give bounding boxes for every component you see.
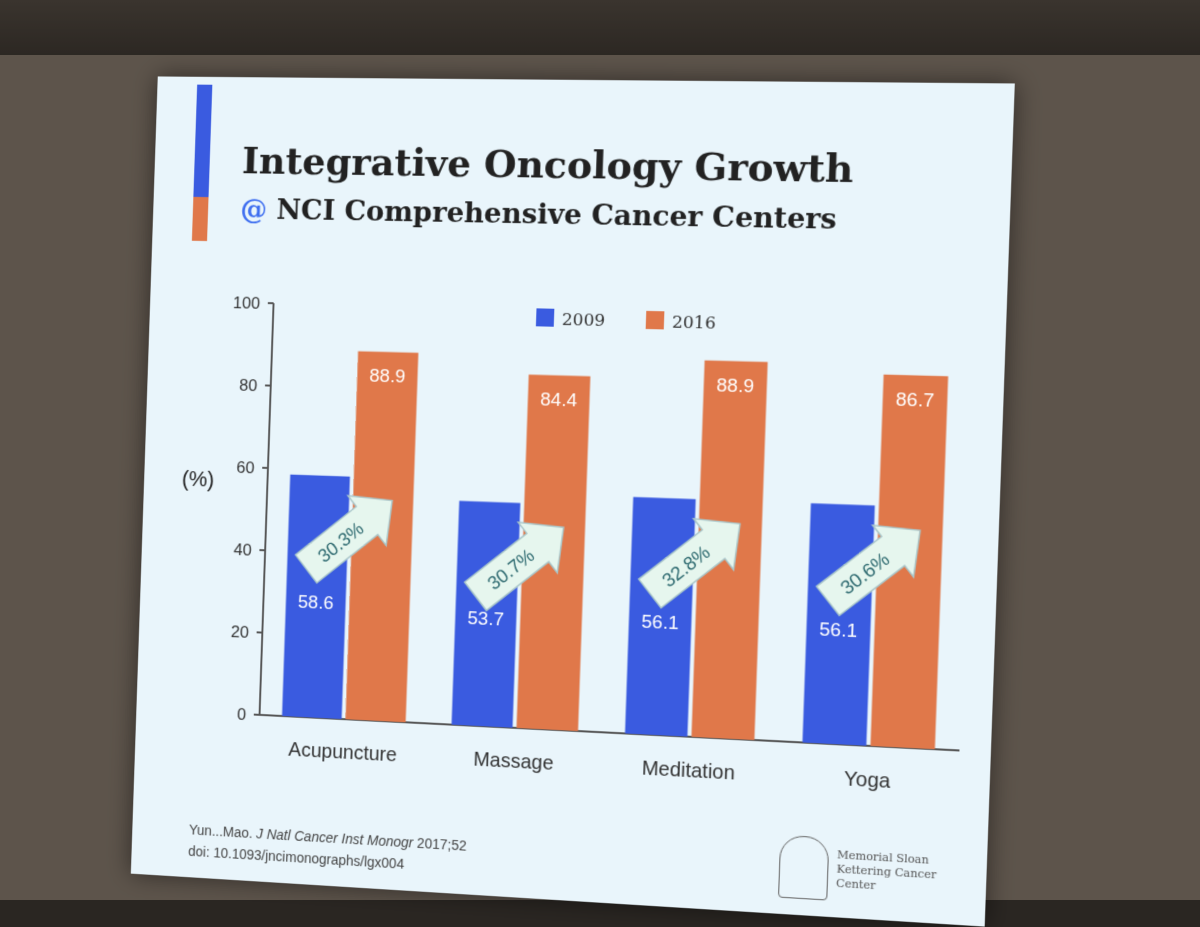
slide-subtitle: @ NCI Comprehensive Cancer Centers (240, 193, 837, 236)
y-tick-label: 20 (231, 622, 250, 642)
y-axis-label: (%) (182, 466, 215, 492)
legend-label-2016: 2016 (672, 311, 716, 333)
accent-bar (192, 85, 212, 241)
y-tick-label: 40 (233, 540, 252, 560)
mskcc-logo: Memorial Sloan Kettering Cancer Center (778, 835, 966, 907)
y-tick-label: 0 (237, 705, 247, 724)
citation-year: 2017;52 (417, 835, 467, 854)
accent-bar-blue (193, 85, 212, 198)
accent-bar-orange (192, 197, 209, 241)
slide-title: Integrative Oncology Growth (241, 138, 854, 191)
subtitle-at: @ (240, 193, 268, 226)
citation: Yun...Mao. J Natl Cancer Inst Monogr 201… (188, 819, 467, 879)
citation-authors: Yun...Mao. (189, 822, 253, 841)
slide: Integrative Oncology Growth @ NCI Compre… (131, 76, 1015, 926)
legend-label-2009: 2009 (562, 309, 606, 330)
legend-swatch-2009 (536, 308, 554, 326)
x-category-label: Meditation (641, 757, 735, 784)
subtitle-text: NCI Comprehensive Cancer Centers (276, 193, 837, 236)
y-tick-label: 80 (239, 376, 258, 395)
bar-chart: 020406080100(%)2009201658.688.930.3%Acup… (133, 261, 1008, 854)
legend-swatch-2016 (646, 311, 665, 330)
data-label-2016: 88.9 (716, 374, 754, 397)
data-label-2016: 88.9 (369, 364, 406, 386)
data-label-2009: 56.1 (641, 610, 679, 633)
data-label-2009: 56.1 (819, 618, 858, 641)
mskcc-logo-text: Memorial Sloan Kettering Cancer Center (836, 848, 973, 899)
x-category-label: Massage (473, 748, 554, 775)
x-category-label: Acupuncture (288, 739, 397, 767)
data-label-2009: 58.6 (298, 591, 334, 614)
y-tick-label: 60 (236, 458, 255, 478)
x-category-label: Yoga (844, 768, 891, 793)
data-label-2016: 86.7 (895, 388, 934, 411)
data-label-2016: 84.4 (540, 388, 577, 410)
mskcc-logo-mark (778, 835, 829, 901)
y-axis-line (260, 303, 274, 715)
y-tick-label: 100 (233, 293, 261, 313)
